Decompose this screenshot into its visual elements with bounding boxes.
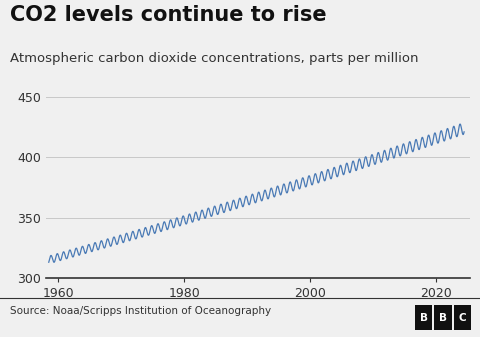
Text: CO2 levels continue to rise: CO2 levels continue to rise <box>10 5 326 25</box>
Text: B: B <box>420 313 428 323</box>
Text: Source: Noaa/Scripps Institution of Oceanography: Source: Noaa/Scripps Institution of Ocea… <box>10 306 271 316</box>
Text: Atmospheric carbon dioxide concentrations, parts per million: Atmospheric carbon dioxide concentration… <box>10 52 418 65</box>
Text: C: C <box>458 313 466 323</box>
Text: B: B <box>439 313 447 323</box>
